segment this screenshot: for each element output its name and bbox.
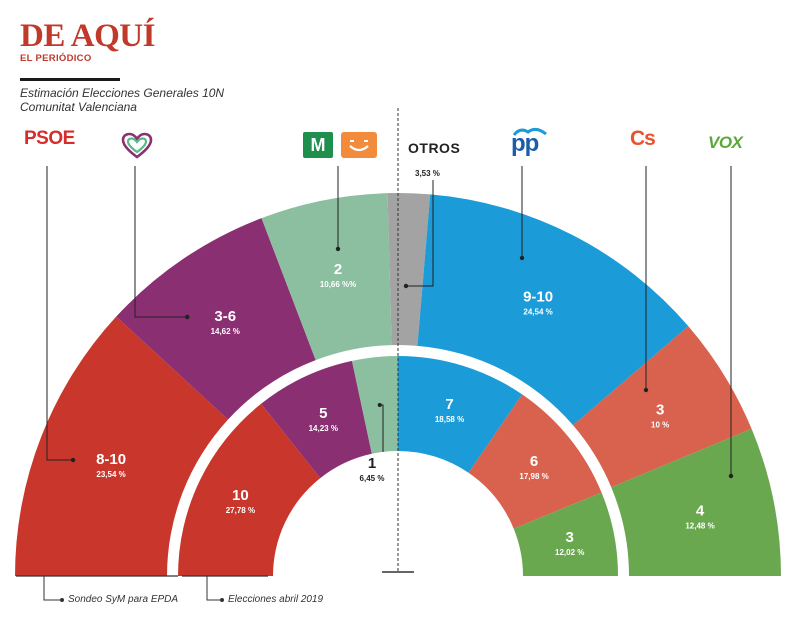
pp-seagull-icon xyxy=(512,127,547,136)
brand-name: DE AQUÍ xyxy=(20,18,155,54)
leader-dot-compromis xyxy=(185,314,190,320)
outer-vox-seats-label: 4 xyxy=(696,503,705,520)
compromis-heart-icon xyxy=(121,132,153,159)
inner-pp-pct-label: 18,58 % xyxy=(435,415,464,424)
outer-ring xyxy=(15,192,781,576)
outer-legend-connector xyxy=(43,576,62,601)
psoe-logo: PSOE xyxy=(24,128,75,149)
leader-dot-podemos-mas-pais xyxy=(335,246,341,252)
leader-lines xyxy=(46,166,734,479)
inner-legend-connector xyxy=(206,576,222,601)
leader-dot-psoe xyxy=(70,457,76,463)
inner-segment-cs xyxy=(468,394,602,529)
inner-vox-seats-label: 3 xyxy=(566,529,574,546)
outer-segment-compromis xyxy=(116,218,316,420)
pp-letters: pp xyxy=(511,130,539,157)
inner-ring xyxy=(178,356,618,576)
brand-logo: DE AQUÍ EL PERIÓDICO xyxy=(20,20,155,81)
inner-podemos-leader-dot xyxy=(377,402,382,407)
inner-vox-pct-label: 12,02 % xyxy=(555,548,584,557)
pp-logo: pp xyxy=(508,126,552,158)
inner-compromis-pct-label: 14,23 % xyxy=(309,424,338,433)
leader-dot-pp xyxy=(519,255,525,261)
mas-pais-letter: M xyxy=(310,135,326,155)
vox-logo: VOX xyxy=(708,133,743,152)
outer-legend-dot xyxy=(60,598,64,602)
inner-cs-pct-label: 17,98 % xyxy=(519,472,548,481)
inner-ring-legend: Elecciones abril 2019 xyxy=(228,594,324,605)
chart-subtitle: Estimación Elecciones Generales 10N Comu… xyxy=(20,86,224,114)
outer-segment-cs xyxy=(573,326,752,488)
outer-podemos-mas-pais-pct-label: 10,66 %% xyxy=(320,280,356,289)
outer-segment-psoe xyxy=(15,316,229,576)
leader-dot-vox xyxy=(728,473,734,479)
outer-ring-legend: Sondeo SyM para EPDA xyxy=(68,594,179,605)
brand-subname: EL PERIÓDICO xyxy=(20,53,92,64)
otros-pct-label: 3,53 % xyxy=(415,169,440,178)
outer-podemos-mas-pais-seats-label: 2 xyxy=(334,261,342,278)
inner-cs-seats-label: 6 xyxy=(530,453,538,470)
inner-segment-psoe xyxy=(178,403,321,576)
mas-pais-logo: M xyxy=(303,132,333,158)
subtitle-line-1: Estimación Elecciones Generales 10N xyxy=(20,86,225,100)
subtitle-line-2: Comunitat Valenciana xyxy=(20,100,137,114)
inner-podemos-pct-label: 6,45 % xyxy=(360,474,385,483)
outer-segment-pp xyxy=(417,194,689,426)
inner-psoe-seats-label: 10 xyxy=(232,487,249,504)
inner-segment-compromis xyxy=(261,360,372,479)
leader-compromis xyxy=(134,166,188,318)
leader-otros xyxy=(406,180,434,287)
cs-logo: Cs xyxy=(630,127,656,150)
outer-compromis-pct-label: 14,62 % xyxy=(211,327,240,336)
inner-pp-seats-label: 7 xyxy=(445,396,453,413)
brand-rule xyxy=(20,78,120,81)
inner-psoe-pct-label: 27,78 % xyxy=(226,506,255,515)
outer-cs-seats-label: 3 xyxy=(656,401,664,418)
outer-psoe-pct-label: 23,54 % xyxy=(96,470,125,479)
outer-vox-pct-label: 12,48 % xyxy=(685,522,714,531)
outer-pp-pct-label: 24,54 % xyxy=(523,308,552,317)
podemos-smile-icon xyxy=(341,132,377,158)
outer-segment-vox xyxy=(611,428,781,576)
outer-segment-otros xyxy=(387,192,431,346)
leader-dot-cs xyxy=(643,387,649,393)
leader-dot-otros xyxy=(403,283,409,289)
outer-pp-seats-label: 9-10 xyxy=(523,289,553,306)
outer-compromis-seats-label: 3-6 xyxy=(214,308,236,325)
otros-label: OTROS xyxy=(408,140,461,156)
outer-segment-podemos-mas-pais xyxy=(261,193,392,361)
inner-segment-pp xyxy=(397,356,523,473)
inner-segment-podemos xyxy=(351,356,398,454)
outer-cs-pct-label: 10 % xyxy=(651,420,669,429)
outer-psoe-seats-label: 8-10 xyxy=(96,451,126,468)
value-labels: 8-10 23,54 % 3-6 14,62 % 2 10,66 %% 9-10 24,54 … xyxy=(96,261,715,557)
inner-legend-dot xyxy=(220,598,224,602)
inner-segment-vox xyxy=(513,492,618,576)
inner-compromis-seats-label: 5 xyxy=(319,405,327,422)
inner-podemos-seats-label: 1 xyxy=(368,455,376,472)
leader-psoe xyxy=(46,166,74,461)
